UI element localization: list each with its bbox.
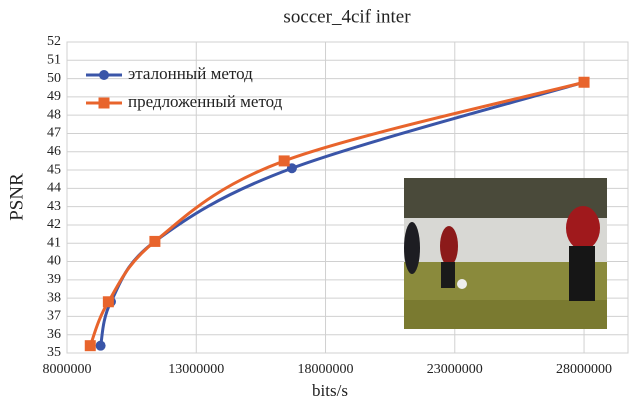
y-tick-label: 36 (47, 327, 61, 342)
chart: soccer_4cif inter bits/s PSNR эталонный … (0, 0, 637, 402)
point (279, 155, 290, 166)
y-axis-label: PSNR (6, 173, 27, 221)
y-tick-label: 40 (47, 254, 61, 269)
point (103, 296, 114, 307)
y-tick-label: 43 (47, 199, 61, 214)
y-tick-label: 48 (47, 107, 61, 122)
legend-label: предложенный метод (128, 92, 283, 111)
legend-marker (99, 98, 110, 109)
y-tick-label: 49 (47, 89, 61, 104)
x-tick-label: 28000000 (556, 362, 612, 377)
photo-player (566, 206, 600, 250)
photo-player (441, 262, 455, 288)
x-axis-label: bits/s (312, 381, 348, 400)
chart-title: soccer_4cif inter (283, 6, 411, 27)
legend: эталонный метод предложенный метод (86, 64, 283, 111)
x-tick-label: 18000000 (298, 362, 354, 377)
y-tick-label: 38 (47, 290, 61, 305)
point (96, 341, 106, 351)
legend-label: эталонный метод (128, 64, 253, 83)
y-tick-label: 39 (47, 272, 61, 287)
x-tick-label: 23000000 (427, 362, 483, 377)
photo-player (569, 246, 595, 301)
x-tick-label: 13000000 (168, 362, 224, 377)
photo-player (404, 222, 420, 274)
y-tick-label: 37 (47, 309, 61, 324)
inset-photo (404, 178, 607, 329)
y-tick-label: 41 (47, 235, 61, 250)
photo-player (440, 226, 458, 266)
y-tick-label: 42 (47, 217, 61, 232)
photo-field-shade (404, 300, 607, 329)
x-tick-label: 8000000 (43, 362, 92, 377)
y-tick-label: 50 (47, 71, 61, 86)
point (85, 340, 96, 351)
y-tick-label: 46 (47, 144, 61, 159)
y-tick-label: 52 (47, 34, 61, 49)
y-tick-label: 51 (47, 53, 61, 68)
photo-ball (457, 279, 467, 289)
y-tick-label: 44 (47, 181, 61, 196)
y-tick-label: 47 (47, 126, 61, 141)
y-tick-label: 35 (47, 345, 61, 360)
page: soccer_4cif inter bits/s PSNR эталонный … (0, 0, 637, 402)
point (579, 77, 590, 88)
legend-marker (99, 70, 109, 80)
point (149, 236, 160, 247)
y-tick-label: 45 (47, 162, 61, 177)
